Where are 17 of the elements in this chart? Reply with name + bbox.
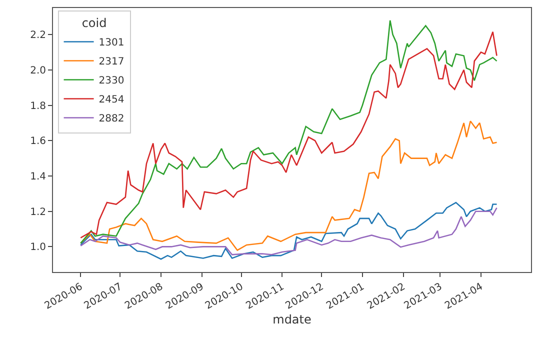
legend-label: 2330: [98, 76, 124, 87]
legend-label: 2454: [98, 94, 124, 106]
legend-label: 2882: [98, 114, 124, 125]
line-series: [80, 120, 498, 251]
line-series: [80, 202, 498, 260]
line-series: [80, 207, 498, 256]
legend-title: coid: [82, 16, 107, 30]
legend-label: 2317: [98, 56, 124, 68]
y-tick-label: 2.2: [30, 30, 46, 42]
y-tick-label: 2.0: [30, 65, 46, 76]
y-tick-label: 1.4: [30, 171, 46, 182]
y-tick-label: 1.8: [30, 100, 46, 112]
y-tick-label: 1.0: [30, 242, 46, 254]
y-tick-label: 1.2: [30, 206, 46, 218]
y-tick-label: 1.6: [30, 136, 46, 148]
x-axis-title: mdate: [272, 312, 312, 327]
legend-label: 1301: [98, 38, 124, 49]
